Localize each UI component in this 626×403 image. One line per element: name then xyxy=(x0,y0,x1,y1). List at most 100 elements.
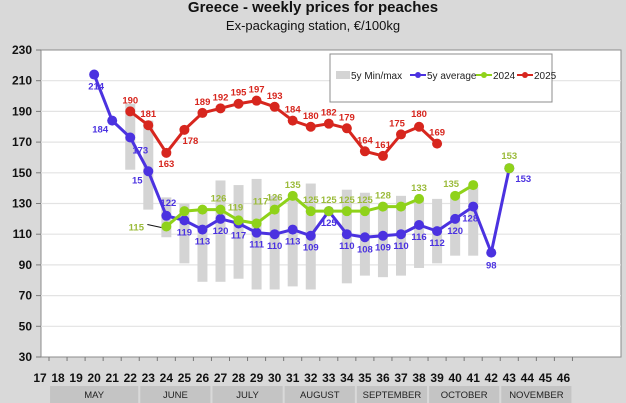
series-2025-data-label: 180 xyxy=(411,109,427,120)
avg-data-label: 110 xyxy=(267,241,282,252)
series-lines xyxy=(89,69,515,258)
series-2025-data-label: 175 xyxy=(389,118,406,129)
avg-data-label: 117 xyxy=(231,230,246,241)
avg-data-label: 122 xyxy=(160,198,176,209)
legend-box xyxy=(329,53,553,103)
avg-data-label: 98 xyxy=(486,261,497,272)
series-2025-point xyxy=(305,121,316,132)
series-2025-point xyxy=(215,103,226,114)
series-2024-seg1-point xyxy=(468,180,479,191)
series-2024-data-label: 126 xyxy=(267,193,283,204)
x-tick-label: 46 xyxy=(557,371,571,385)
series-2025-point xyxy=(179,124,190,135)
x-tick-label: 32 xyxy=(304,371,318,385)
avg-point xyxy=(215,213,226,224)
legend-label-2025: 2025 xyxy=(534,71,557,82)
series-2025-point xyxy=(233,98,244,109)
series-2025-data-label: 190 xyxy=(122,95,138,106)
x-tick-label: 24 xyxy=(160,371,174,385)
series-2024-seg0-point xyxy=(377,201,388,212)
y-tick-label: 230 xyxy=(12,43,32,57)
avg-point xyxy=(432,226,443,237)
x-tick-label: 19 xyxy=(69,371,83,385)
series-2025-data-label: 195 xyxy=(231,88,248,99)
y-tick-label: 50 xyxy=(19,319,33,333)
avg-point xyxy=(377,230,388,241)
avg-point xyxy=(143,166,154,177)
month-label: MAY xyxy=(84,390,105,401)
minmax-bar-week-31 xyxy=(287,197,298,287)
avg-data-label: 128 xyxy=(462,214,478,225)
month-label: NOVEMBER xyxy=(509,390,564,401)
avg-data-label: 15 xyxy=(132,175,143,186)
x-tick-label: 38 xyxy=(412,371,426,385)
series-2024-seg0-point xyxy=(305,206,316,217)
x-tick-label: 29 xyxy=(250,371,264,385)
avg-point xyxy=(396,229,406,240)
series-2025-data-label: 181 xyxy=(140,109,157,120)
series-2024-seg0-point xyxy=(251,218,262,229)
avg-data-label: 173 xyxy=(132,145,148,156)
series-2024-data-label: 135 xyxy=(443,179,460,190)
series-2025-data-label: 193 xyxy=(267,91,283,102)
series-2025-point xyxy=(377,150,388,161)
series-2024-data-label: 126 xyxy=(211,194,227,205)
x-tick-label: 34 xyxy=(340,371,354,385)
avg-data-label: 120 xyxy=(213,226,229,237)
legend-marker-2024 xyxy=(481,72,487,78)
x-tick-label: 20 xyxy=(87,371,101,385)
series-2024-seg0-point xyxy=(233,215,244,226)
month-band-may xyxy=(50,386,139,403)
x-tick-label: 41 xyxy=(467,371,481,385)
month-band-june xyxy=(140,386,211,403)
x-tick-label: 42 xyxy=(485,371,499,385)
legend-marker-2025 xyxy=(522,72,528,78)
avg-data-label: 111 xyxy=(249,240,265,251)
avg-data-label: 125 xyxy=(321,218,338,229)
minmax-bar-week-41 xyxy=(468,186,479,256)
y-tick-label: 110 xyxy=(13,227,33,241)
series-2024-seg0-point xyxy=(359,206,370,217)
x-tick-label: 25 xyxy=(178,371,192,385)
month-band-september xyxy=(356,386,428,403)
series-2025-point xyxy=(269,101,280,112)
month-label: JULY xyxy=(236,390,259,401)
month-label: JUNE xyxy=(163,390,188,401)
month-band-july xyxy=(212,386,283,403)
month-label: AUGUST xyxy=(300,390,340,401)
minmax-bar-week-26 xyxy=(197,208,208,282)
x-tick-label: 45 xyxy=(539,371,553,385)
avg-point xyxy=(341,229,352,240)
series-2024-seg0-point xyxy=(396,201,406,212)
series-2024-data-label: 125 xyxy=(339,195,356,206)
avg-point xyxy=(161,210,172,221)
series-2024-seg0-point xyxy=(414,193,425,204)
y-tick-label: 210 xyxy=(12,74,32,88)
series-2025-point xyxy=(197,107,208,118)
chart-title: Greece - weekly prices for peaches xyxy=(187,0,439,16)
series-2025-point xyxy=(161,147,172,158)
x-tick-label: 18 xyxy=(51,371,65,385)
month-label: SEPTEMBER xyxy=(363,390,422,401)
y-tick-label: 70 xyxy=(19,289,33,303)
minmax-bar-week-27 xyxy=(215,180,226,282)
series-2025-point xyxy=(432,138,443,149)
legend-label-5y-average: 5y average xyxy=(427,71,477,82)
series-2025-data-label: 197 xyxy=(249,85,265,96)
series-2025-point xyxy=(396,129,406,140)
minmax-bar-week-23 xyxy=(143,120,154,210)
avg-point xyxy=(197,224,208,235)
avg-point xyxy=(486,247,497,258)
month-band-november xyxy=(501,386,572,403)
series-2025-data-label: 164 xyxy=(357,135,374,146)
avg-data-label: 109 xyxy=(303,243,319,254)
series-2024-seg2-point xyxy=(504,163,515,174)
avg-point xyxy=(450,213,461,224)
avg-point xyxy=(269,229,280,240)
series-2025-data-label: 169 xyxy=(429,128,445,139)
avg-data-label: 116 xyxy=(411,232,426,243)
x-tick-label: 37 xyxy=(394,371,408,385)
minmax-bar-week-25 xyxy=(179,203,190,264)
x-tick-label: 43 xyxy=(503,371,517,385)
